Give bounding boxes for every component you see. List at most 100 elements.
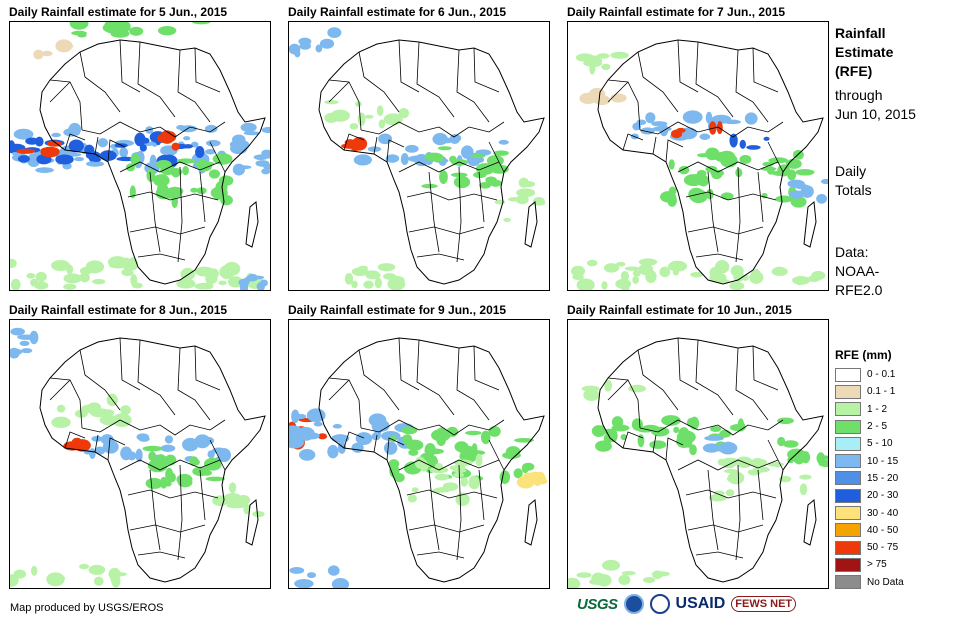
- rain-patch: [262, 151, 270, 159]
- rain-patch: [778, 475, 792, 483]
- rain-patch: [576, 572, 592, 578]
- rain-patch: [349, 123, 359, 130]
- rain-patch: [684, 130, 696, 138]
- country-border: [209, 141, 226, 173]
- rain-patch: [252, 510, 265, 518]
- country-border: [177, 347, 211, 421]
- map-credit: Map produced by USGS/EROS: [10, 602, 164, 614]
- rain-patch: [99, 415, 120, 426]
- rain-patch: [358, 265, 369, 270]
- rain-patch: [237, 495, 251, 506]
- legend-swatch: [835, 436, 861, 451]
- country-border: [416, 253, 465, 261]
- rain-patch: [313, 421, 323, 427]
- rain-patch: [88, 564, 106, 575]
- rainfall-map: [567, 21, 829, 291]
- rain-patch: [583, 388, 600, 401]
- rain-patch: [129, 26, 144, 36]
- rain-patch: [575, 53, 595, 62]
- usgs-logo: USGS: [577, 595, 618, 613]
- rain-patch: [746, 145, 761, 150]
- rain-patch: [579, 92, 598, 105]
- country-border: [129, 524, 206, 533]
- rain-patch: [245, 275, 265, 280]
- map-title: Daily Rainfall estimate for 8 Jun., 2015: [9, 303, 228, 317]
- rain-patch: [649, 440, 667, 449]
- rain-patch: [102, 440, 119, 454]
- rain-patch: [331, 434, 350, 443]
- rain-patch: [374, 277, 383, 289]
- rain-patch: [618, 574, 631, 586]
- rain-patch: [807, 275, 821, 283]
- rain-patch: [667, 194, 677, 207]
- rain-patch: [176, 278, 196, 289]
- rain-patch: [485, 176, 497, 184]
- rain-patch: [389, 434, 397, 442]
- rain-patch: [51, 259, 71, 271]
- through-date: through Jun 10, 2015: [835, 87, 916, 122]
- rain-patch: [516, 194, 529, 205]
- rain-patch: [68, 139, 84, 153]
- country-border: [707, 469, 719, 551]
- rain-patch: [505, 446, 521, 458]
- rain-patch: [621, 571, 636, 576]
- rain-patch: [202, 436, 215, 445]
- country-border: [406, 191, 498, 201]
- rain-patch: [243, 277, 251, 284]
- rain-patch: [469, 450, 486, 456]
- rain-patch: [353, 154, 372, 166]
- rain-patch: [232, 134, 246, 145]
- country-border: [652, 136, 657, 155]
- rain-patch: [408, 449, 419, 456]
- rain-patch: [227, 276, 243, 288]
- rain-patch: [97, 138, 109, 148]
- rain-patch: [709, 426, 722, 432]
- country-border: [49, 81, 71, 103]
- country-border: [607, 79, 641, 131]
- country-border: [343, 133, 365, 151]
- rain-patch: [79, 272, 90, 283]
- rain-patch: [437, 146, 452, 151]
- rain-patch: [79, 563, 90, 570]
- country-border: [473, 345, 500, 391]
- rain-patch: [135, 448, 143, 462]
- rfe-legend: RFE (mm) 0 - 0.1 0.1 - 1 1 - 2 2 - 5 5 - 10 1…: [835, 348, 904, 591]
- country-border: [398, 161, 500, 173]
- legend-item: 30 - 40: [835, 504, 904, 521]
- country-border: [456, 464, 462, 561]
- rain-patch: [601, 63, 611, 71]
- data-source: Data: NOAA- RFE2.0: [835, 244, 883, 298]
- rain-patch: [149, 154, 157, 168]
- rain-patch: [55, 154, 74, 165]
- rain-patch: [351, 442, 364, 453]
- legend-label: 0.1 - 1: [867, 386, 896, 398]
- rain-patch: [503, 217, 511, 223]
- rain-patch: [142, 137, 150, 144]
- rain-patch: [329, 449, 337, 458]
- rain-patch: [714, 151, 730, 163]
- rain-patch: [742, 274, 749, 281]
- country-border: [735, 464, 741, 561]
- rain-patch: [76, 441, 85, 448]
- rain-patch: [795, 169, 815, 176]
- country-border: [752, 47, 779, 93]
- legend-item: 0.1 - 1: [835, 383, 904, 400]
- legend-item: > 75: [835, 556, 904, 573]
- rain-patch: [13, 128, 34, 140]
- rain-patch: [166, 186, 184, 196]
- country-border: [107, 139, 126, 163]
- country-border: [149, 171, 161, 253]
- country-border: [137, 551, 186, 559]
- rain-patch: [10, 327, 25, 336]
- legend-swatch: [835, 557, 861, 572]
- rain-patch: [355, 101, 362, 107]
- rain-patch: [705, 111, 713, 124]
- country-border: [735, 347, 769, 421]
- country-border: [64, 431, 86, 449]
- rain-patch: [215, 180, 228, 195]
- rain-patch: [171, 142, 180, 151]
- rain-patch: [131, 282, 143, 289]
- rain-patch: [183, 144, 193, 149]
- rain-patch: [176, 158, 196, 164]
- rain-patch: [289, 43, 301, 55]
